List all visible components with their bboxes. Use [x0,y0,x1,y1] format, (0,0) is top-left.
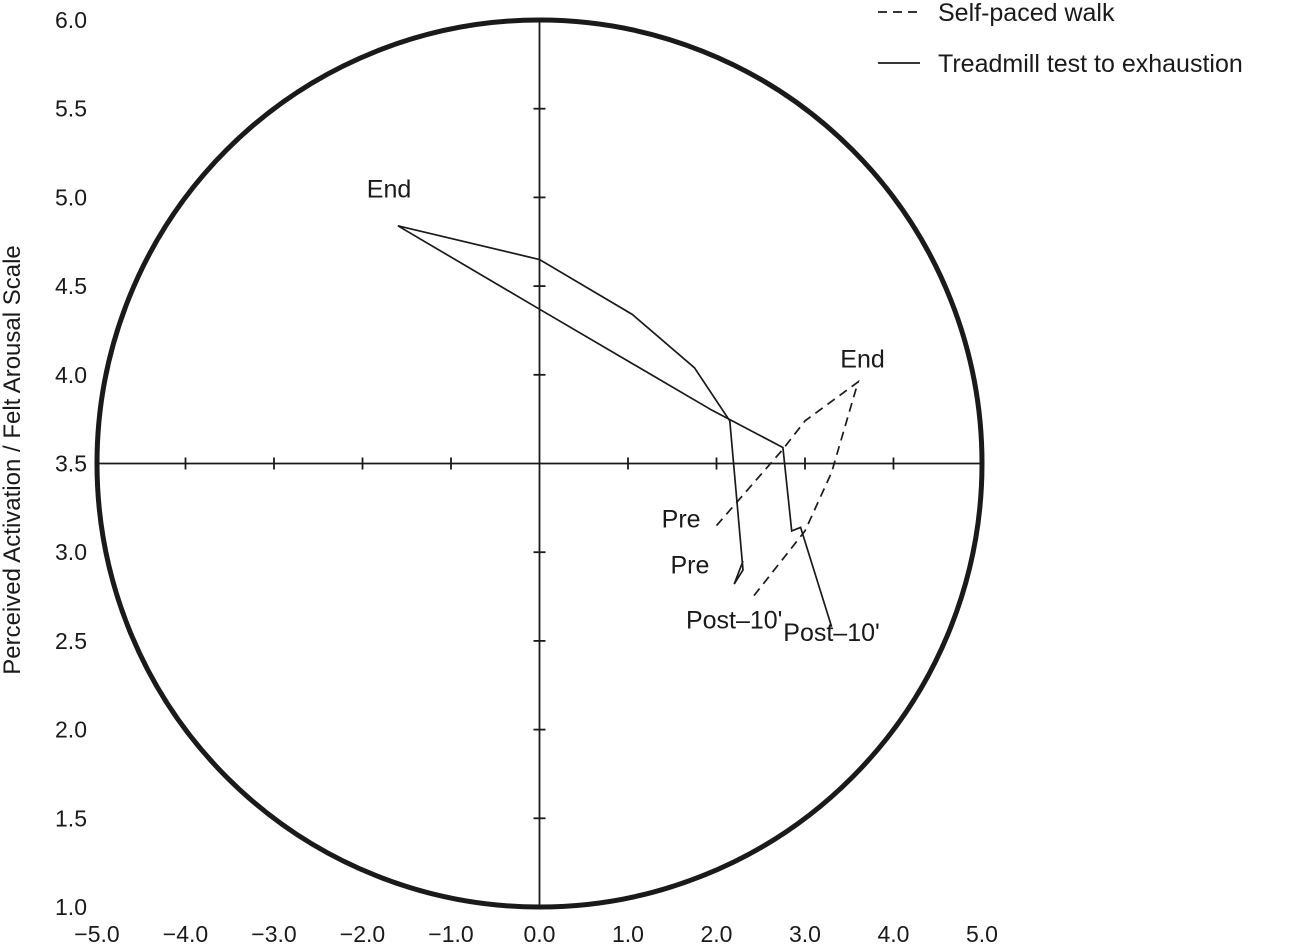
y-tick-label: 3.0 [55,539,87,565]
y-tick-label: 3.5 [55,451,87,477]
y-tick-label: 4.0 [55,362,87,388]
x-tick-label: −3.0 [251,921,296,945]
y-tick-label: 4.5 [55,273,87,299]
y-tick-label: 5.5 [55,96,87,122]
y-axis-title: Perceived Activation / Felt Arousal Scal… [0,245,26,675]
series-line-self-paced-walk [715,379,860,599]
axes-group [97,20,982,907]
x-tick-label: −4.0 [163,921,208,945]
point-annotation: Post–10' [783,619,880,647]
point-annotation: End [840,346,884,374]
y-tick-label: 1.0 [55,894,87,920]
series-line-treadmill [397,224,833,627]
series-group [397,224,860,627]
y-tick-label: 2.5 [55,628,87,654]
point-annotation: Post–10' [686,606,783,634]
point-annotation: Pre [670,551,709,579]
x-tick-label: −2.0 [340,921,385,945]
x-tick-label: −1.0 [428,921,473,945]
x-tick-label: 0.0 [524,921,556,945]
legend: Self-paced walk Treadmill test to exhaust… [878,0,1243,78]
y-tick-label: 1.5 [55,805,87,831]
ticks-group: −5.0 −4.0 −3.0 −2.0 −1.0 0.0 1.0 2.0 3.0 4.0 5.0 1.… [55,7,998,945]
y-tick-label: 2.0 [55,717,87,743]
x-tick-label: 5.0 [966,921,998,945]
annotations-group: End End Pre Pre Post–10' Post–10' [367,175,885,647]
x-tick-label: 3.0 [789,921,821,945]
x-tick-label: 4.0 [878,921,910,945]
y-tick-label: 5.0 [55,184,87,210]
legend-label: Treadmill test to exhaustion [938,50,1243,78]
point-annotation: Pre [662,505,701,533]
legend-label: Self-paced walk [938,0,1115,27]
x-tick-label: −5.0 [74,921,119,945]
y-tick-label: 6.0 [55,7,87,33]
point-annotation: End [367,175,411,203]
x-tick-label: 2.0 [701,921,733,945]
x-tick-label: 1.0 [612,921,644,945]
